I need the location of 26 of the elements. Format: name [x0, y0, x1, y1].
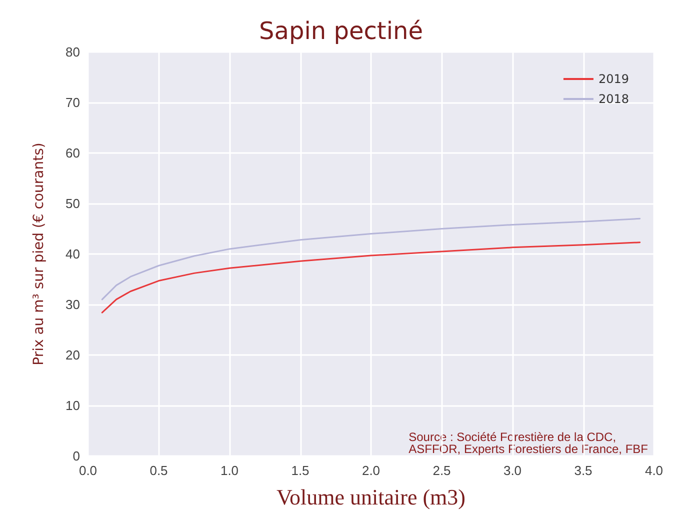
x-tick-label: 0.0	[78, 463, 98, 478]
y-tick-label: 20	[66, 348, 80, 362]
x-axis-title: Volume unitaire (m3)	[276, 484, 466, 510]
line-series	[101, 218, 641, 300]
x-tick-label: 1.5	[291, 463, 310, 478]
x-tick-label: 2.0	[362, 463, 380, 478]
x-tick-label: 2.5	[432, 463, 451, 478]
line-series	[101, 242, 641, 314]
y-tick-label: 30	[66, 297, 80, 312]
y-tick-label: 0	[72, 448, 80, 464]
y-tick-label: 10	[66, 398, 80, 413]
y-tick-label: 70	[66, 95, 80, 110]
x-tick-label: 0.5	[150, 463, 168, 478]
y-tick-label: 40	[66, 246, 80, 262]
legend-label: 2018	[598, 92, 630, 106]
x-tick-label: 3.0	[503, 463, 522, 478]
x-tick-label: 1.0	[220, 463, 239, 478]
chart-title: Sapin pectiné	[259, 17, 423, 45]
y-axis-title: Prix au m³ sur pied (€ courants)	[31, 142, 47, 366]
y-tick-label: 80	[66, 44, 80, 60]
x-tick-label: 4.0	[644, 463, 664, 478]
x-tick-label: 3.5	[574, 463, 592, 478]
y-tick-label: 60	[66, 146, 80, 160]
y-tick-label: 50	[66, 196, 80, 211]
annotation: Source : Société Forestière de la CDC, ASFFOR, Experts Forestiers de France, FBF	[408, 430, 648, 456]
legend-label: 2019	[598, 72, 630, 86]
